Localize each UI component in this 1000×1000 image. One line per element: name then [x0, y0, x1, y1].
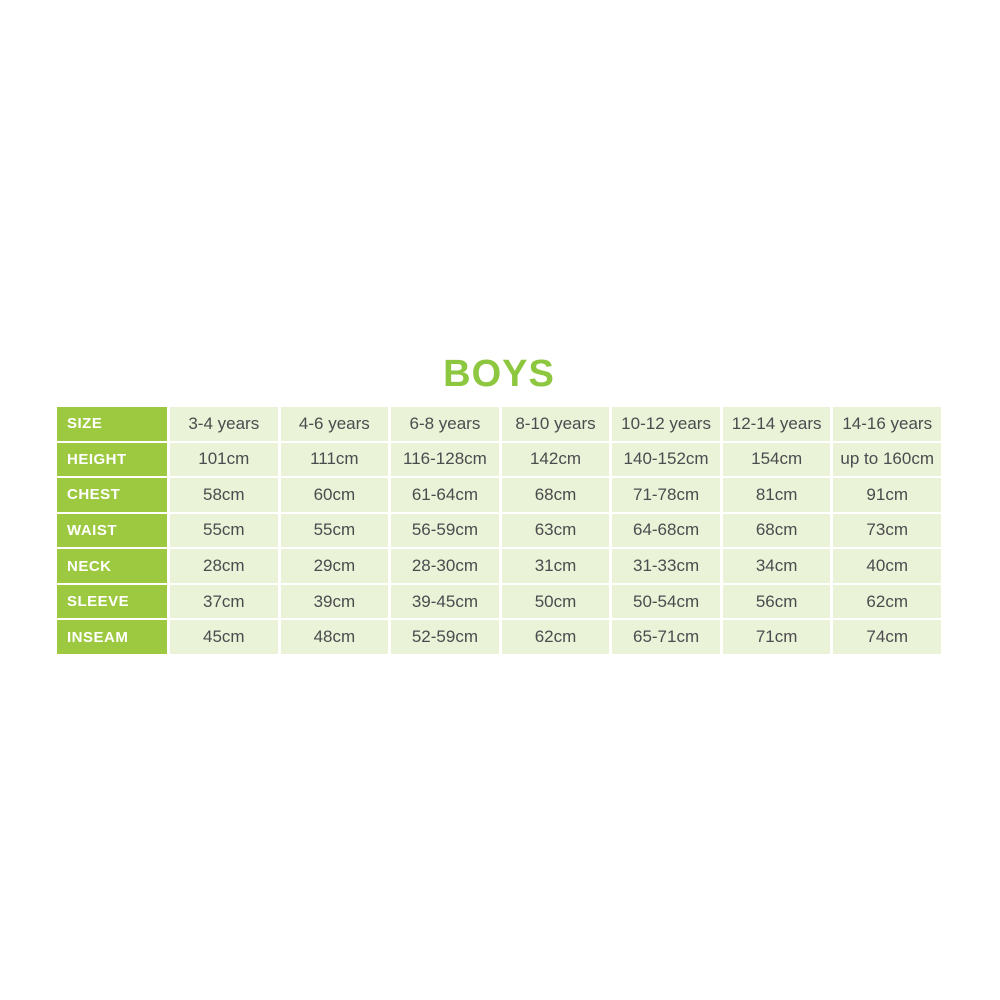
size-value-cell: 28-30cm — [391, 549, 499, 583]
size-value-cell: 63cm — [501, 513, 610, 548]
row-label-sleeve: SLEEVE — [57, 584, 167, 619]
size-chart-table: SIZE 3-4 years 4-6 years 6-8 years 8-10 year… — [57, 407, 941, 654]
size-value-cell: 65-71cm — [612, 620, 720, 654]
size-value-cell: 62cm — [833, 584, 941, 619]
size-value-cell: 91cm — [833, 478, 941, 512]
size-value-cell: 71-78cm — [612, 478, 720, 512]
size-value-cell: 55cm — [280, 513, 389, 548]
size-value-cell: 40cm — [833, 549, 941, 583]
size-value-cell: 37cm — [170, 584, 278, 619]
row-label-inseam: INSEAM — [57, 620, 167, 654]
size-value-cell: 52-59cm — [391, 620, 499, 654]
page-title: BOYS — [443, 353, 555, 395]
size-value-cell: 74cm — [833, 620, 941, 654]
size-value-cell: 116-128cm — [391, 442, 499, 477]
size-value-cell: 81cm — [722, 478, 831, 512]
size-value-cell: 68cm — [501, 478, 610, 512]
size-value-cell: 39cm — [280, 584, 389, 619]
row-label-waist: WAIST — [57, 513, 167, 548]
size-value-cell: 28cm — [170, 549, 278, 583]
column-header-cell: 6-8 years — [391, 407, 499, 441]
column-header-cell: 14-16 years — [833, 407, 941, 441]
size-value-cell: 61-64cm — [391, 478, 499, 512]
size-value-cell: 31cm — [501, 549, 610, 583]
column-header-cell: 4-6 years — [280, 407, 389, 441]
column-header-cell: 12-14 years — [722, 407, 831, 441]
size-value-cell: 50-54cm — [612, 584, 720, 619]
column-header-cell: 8-10 years — [501, 407, 610, 441]
size-value-cell: 73cm — [833, 513, 941, 548]
column-header-cell: 10-12 years — [612, 407, 720, 441]
size-value-cell: 101cm — [170, 442, 278, 477]
size-value-cell: 55cm — [170, 513, 278, 548]
size-value-cell: 142cm — [501, 442, 610, 477]
size-value-cell: 154cm — [722, 442, 831, 477]
size-value-cell: 60cm — [280, 478, 389, 512]
size-value-cell: 45cm — [170, 620, 278, 654]
size-value-cell: 111cm — [280, 442, 389, 477]
size-value-cell: 64-68cm — [612, 513, 720, 548]
size-value-cell: 29cm — [280, 549, 389, 583]
size-value-cell: up to 160cm — [833, 442, 941, 477]
size-value-cell: 140-152cm — [612, 442, 720, 477]
row-label-size: SIZE — [57, 407, 167, 441]
size-value-cell: 56-59cm — [391, 513, 499, 548]
size-value-cell: 50cm — [501, 584, 610, 619]
row-label-height: HEIGHT — [57, 442, 167, 477]
size-value-cell: 39-45cm — [391, 584, 499, 619]
row-label-neck: NECK — [57, 549, 167, 583]
size-value-cell: 31-33cm — [612, 549, 720, 583]
size-value-cell: 62cm — [501, 620, 610, 654]
size-value-cell: 56cm — [722, 584, 831, 619]
size-value-cell: 48cm — [280, 620, 389, 654]
size-value-cell: 68cm — [722, 513, 831, 548]
row-label-chest: CHEST — [57, 478, 167, 512]
size-value-cell: 34cm — [722, 549, 831, 583]
column-header-cell: 3-4 years — [170, 407, 278, 441]
size-value-cell: 71cm — [722, 620, 831, 654]
size-value-cell: 58cm — [170, 478, 278, 512]
